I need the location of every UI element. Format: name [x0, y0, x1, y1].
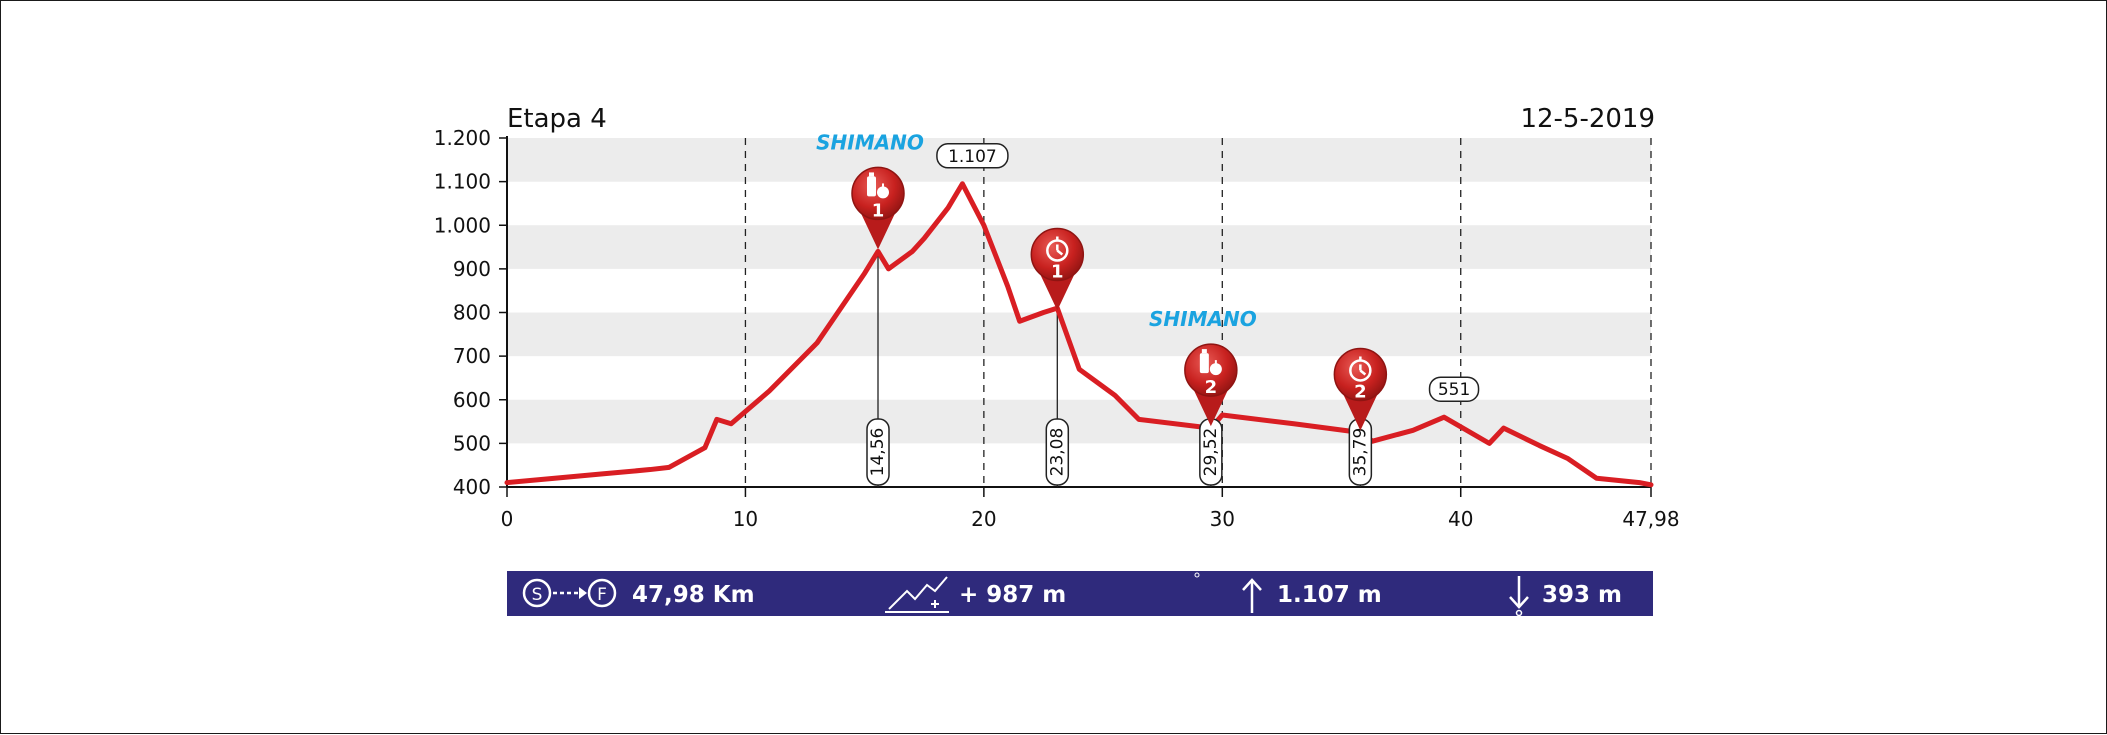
peak-label: 1.107	[948, 147, 997, 167]
y-tick-label: 1.000	[434, 213, 491, 237]
timing-point-pin: 1	[1030, 227, 1085, 311]
elevation-gain-icon	[885, 576, 949, 613]
km-label: 23,08	[1047, 428, 1067, 477]
pin-number: 2	[1205, 377, 1218, 398]
grid-band	[507, 312, 1651, 357]
elevation-profile-line	[504, 181, 1654, 488]
apple-stem	[1214, 360, 1217, 365]
bottle-apple-icon	[1199, 349, 1222, 376]
elevation-gain-value: + 987 m	[959, 582, 1066, 608]
pin-number: 2	[1354, 381, 1367, 402]
peak-label: 551	[1438, 380, 1470, 400]
x-tick-label: 47,98	[1622, 507, 1679, 531]
x-tick-label: 0	[501, 507, 514, 531]
x-tick-label: 40	[1448, 507, 1473, 531]
distance-value: 47,98 Km	[632, 582, 755, 608]
pin-tail	[1343, 394, 1378, 431]
km-label-box	[1045, 418, 1070, 486]
y-tick-label: 900	[453, 257, 491, 281]
apple-stem	[882, 183, 885, 188]
y-tick-label: 400	[453, 475, 491, 499]
bottle-cap	[869, 172, 875, 177]
bottle-shape	[867, 176, 877, 197]
x-tick-label: 10	[733, 507, 758, 531]
peak-label-box	[936, 143, 1009, 169]
degree-mark-icon	[1194, 572, 1200, 578]
chart-title: Etapa 4	[507, 104, 607, 134]
peak-label-box	[1428, 376, 1480, 402]
x-tick-label: 20	[971, 507, 996, 531]
stopwatch-hand	[1359, 369, 1367, 376]
pin-number: 1	[1051, 262, 1064, 283]
summary-background	[507, 571, 1653, 616]
summary-bar: S F 47,98 Km + 987 m 1.107 m	[507, 571, 1653, 617]
bottle-shape	[1199, 353, 1209, 374]
arrow-down-icon	[1509, 576, 1529, 617]
apple-shape	[877, 186, 890, 199]
pin-tail	[1193, 390, 1228, 427]
y-tick-label: 700	[453, 344, 491, 368]
grid-band	[507, 399, 1651, 444]
pin-tail	[861, 213, 896, 250]
feed-zone-pin: 1	[851, 166, 905, 250]
pin-head	[1333, 347, 1388, 402]
feed-zone-pin: 2	[1184, 343, 1238, 427]
start-letter: S	[532, 585, 543, 605]
y-tick-label: 1.100	[434, 170, 491, 194]
y-tick-label: 1.200	[434, 126, 491, 150]
shimano-logo: SHIMANO	[1149, 307, 1257, 331]
km-label: 29,52	[1201, 428, 1221, 477]
stopwatch-icon	[1349, 356, 1372, 382]
finish-letter: F	[597, 585, 607, 605]
min-altitude-value: 393 m	[1542, 582, 1622, 608]
pin-number: 1	[872, 200, 885, 221]
stopwatch-hand	[1056, 249, 1064, 256]
arrow-up-icon	[1242, 578, 1262, 613]
chart-date: 12-5-2019	[1520, 104, 1655, 134]
bottle-apple-icon	[867, 172, 890, 199]
y-tick-label: 500	[453, 431, 491, 455]
km-label-box	[866, 418, 890, 486]
km-label: 35,79	[1350, 428, 1370, 477]
apple-shape	[1209, 363, 1222, 376]
start-finish-icon: S F	[522, 578, 617, 608]
timing-point-pin: 2	[1333, 347, 1388, 431]
y-tick-label: 800	[453, 301, 491, 325]
shimano-logo: SHIMANO	[816, 130, 924, 154]
pin-tail	[1040, 274, 1075, 311]
max-altitude-value: 1.107 m	[1277, 582, 1382, 608]
stopwatch-icon	[1046, 236, 1069, 262]
x-tick-label: 30	[1210, 507, 1235, 531]
grid-band	[507, 138, 1651, 182]
km-label: 14,56	[868, 428, 888, 477]
pin-head	[1030, 227, 1085, 282]
bottle-cap	[1201, 349, 1207, 354]
y-tick-label: 600	[453, 388, 491, 412]
